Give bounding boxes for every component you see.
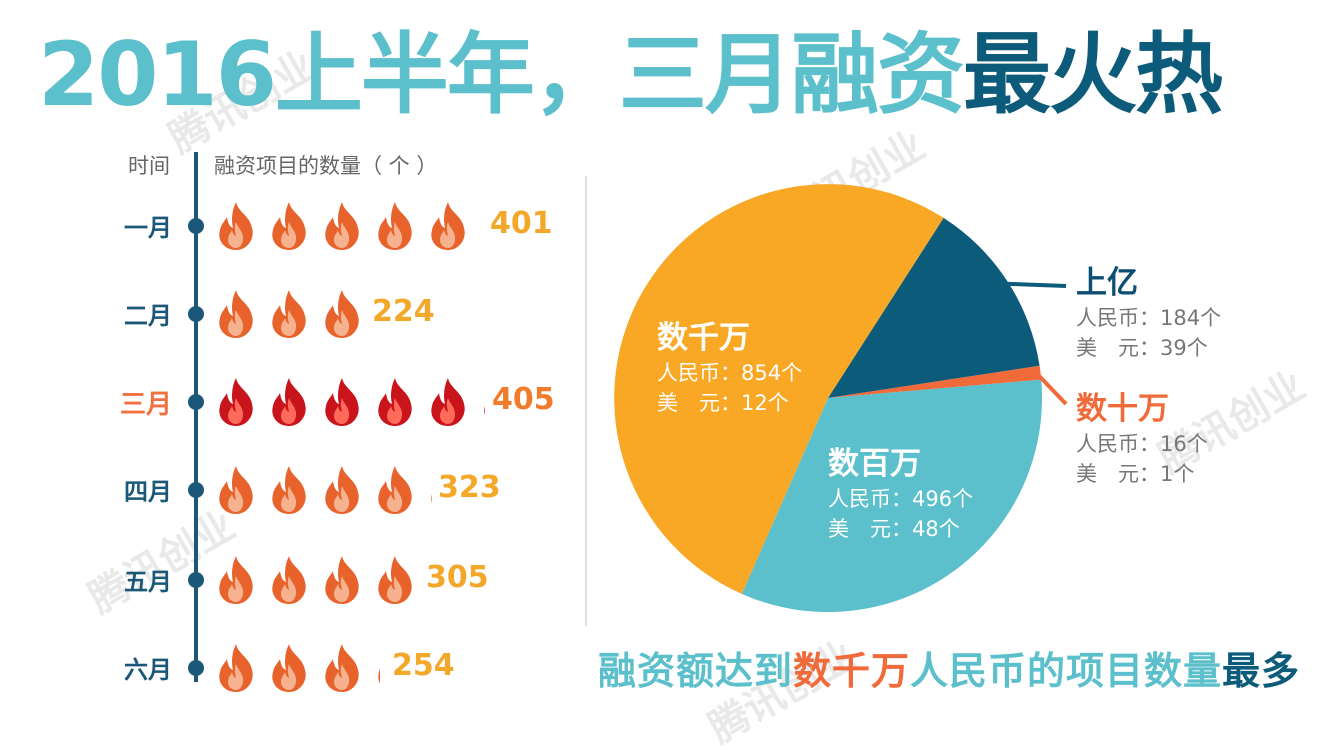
slice-rmb: 人民币：496个 <box>828 487 974 511</box>
pie-label-baiwan: 数百万 人民币：496个 美 元：48个 <box>828 444 973 544</box>
timeline-dot <box>188 394 204 410</box>
flame-icon <box>265 642 317 694</box>
flame-icon <box>371 376 423 428</box>
timeline-dot <box>188 482 204 498</box>
flame-icon <box>371 464 423 516</box>
timeline-dot <box>188 660 204 676</box>
flame-icon <box>265 376 317 428</box>
flame-icon <box>265 288 317 340</box>
pie-slice <box>828 365 1042 398</box>
count-label: 305 <box>426 560 489 595</box>
month-label: 一月 <box>124 214 172 242</box>
flame-icon <box>318 464 370 516</box>
conclusion-part-4: 最多 <box>1222 649 1301 693</box>
title-part-2: 融资 <box>790 23 965 126</box>
count-label: 323 <box>438 470 501 505</box>
flame-icon <box>424 464 432 516</box>
month-label: 六月 <box>124 656 172 684</box>
slice-usd: 美 元：12个 <box>657 391 789 415</box>
slice-name: 数十万 <box>1076 391 1169 427</box>
flame-icon <box>318 376 370 428</box>
timeline-dot <box>188 218 204 234</box>
leader-line <box>1035 371 1068 406</box>
slice-name: 上亿 <box>1076 265 1138 301</box>
slice-rmb: 人民币：854个 <box>657 361 803 385</box>
title-part-1: 2016上半年，三月 <box>38 23 793 126</box>
flame-icon <box>424 200 476 252</box>
conclusion-part-3: 人民币的项目数量 <box>910 649 1223 693</box>
flame-icon <box>318 642 370 694</box>
title-part-3: 最火热 <box>962 23 1223 126</box>
pie-slice <box>828 217 1040 398</box>
flame-icon <box>212 464 264 516</box>
page-title: 2016上半年，三月融资最火热 <box>38 20 1223 130</box>
watermark: 腾讯创业 <box>771 122 933 243</box>
slice-rmb: 人民币：16个 <box>1076 432 1208 456</box>
flame-icon <box>265 200 317 252</box>
count-label: 224 <box>372 294 435 329</box>
count-label: 254 <box>392 648 455 683</box>
timeline-line <box>194 152 198 682</box>
month-label: 四月 <box>124 478 172 506</box>
flame-icon <box>371 642 380 694</box>
flame-icon <box>318 288 360 340</box>
flame-icon <box>318 554 370 606</box>
slice-name: 数百万 <box>828 446 921 482</box>
flame-icon <box>212 288 264 340</box>
flame-icon <box>424 376 476 428</box>
month-label: 五月 <box>124 568 172 596</box>
flame-icon <box>212 642 264 694</box>
flame-icon <box>477 376 485 428</box>
slice-usd: 美 元：39个 <box>1076 336 1208 360</box>
count-label: 405 <box>492 382 555 417</box>
divider <box>585 176 587 626</box>
month-label: 二月 <box>124 302 172 330</box>
timeline-dot <box>188 572 204 588</box>
flame-icon <box>212 200 264 252</box>
header-time: 时间 <box>128 154 170 178</box>
flame-icon <box>371 554 413 606</box>
flame-icon <box>371 200 423 252</box>
flame-icon <box>318 200 370 252</box>
conclusion-part-1: 融资额达到 <box>598 649 794 693</box>
slice-usd: 美 元：48个 <box>828 517 960 541</box>
flame-icon <box>212 376 264 428</box>
conclusion-part-2: 数千万 <box>793 649 911 693</box>
pie-label-yi: 上亿 人民币：184个 美 元：39个 <box>1076 263 1221 363</box>
flame-icon <box>265 464 317 516</box>
count-label: 401 <box>490 206 553 241</box>
month-label: 三月 <box>119 390 172 420</box>
flame-icon <box>265 554 317 606</box>
pie-label-shiwan: 数十万 人民币：16个 美 元：1个 <box>1076 389 1208 489</box>
leader-line <box>1004 281 1067 288</box>
flame-icon <box>212 554 264 606</box>
conclusion: 融资额达到数千万人民币的项目数量最多 <box>598 640 1300 695</box>
slice-usd: 美 元：1个 <box>1076 462 1195 486</box>
pie-label-qianwan: 数千万 人民币：854个 美 元：12个 <box>657 318 802 418</box>
slice-rmb: 人民币：184个 <box>1076 306 1222 330</box>
header-count: 融资项目的数量（ 个 ） <box>214 154 438 178</box>
slice-name: 数千万 <box>657 320 750 356</box>
timeline-dot <box>188 306 204 322</box>
